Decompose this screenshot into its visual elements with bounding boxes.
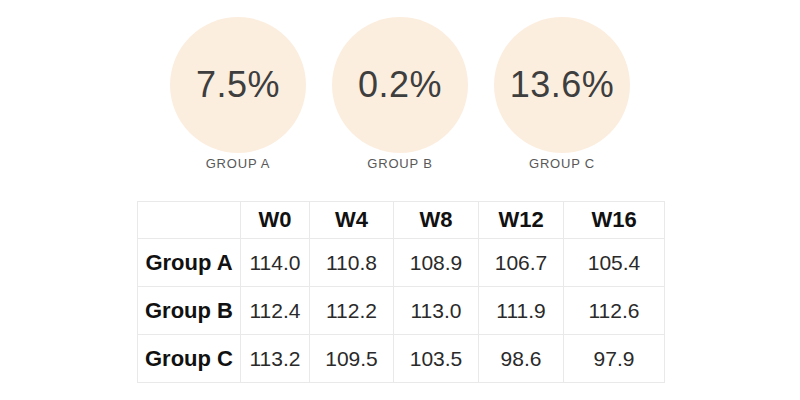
cell-group-c-w4: 109.5: [310, 335, 394, 383]
cell-group-b-w16: 112.6: [564, 287, 665, 335]
column-header-w0: W0: [241, 202, 310, 239]
cell-group-c-w12: 98.6: [479, 335, 564, 383]
stat-circle-group-b: 0.2%: [332, 17, 468, 153]
row-label-group-a: Group A: [138, 239, 241, 287]
cell-group-b-w12: 111.9: [479, 287, 564, 335]
cell-group-a-w0: 114.0: [241, 239, 310, 287]
stat-label-group-c: GROUP C: [494, 156, 630, 171]
stat-circle-group-c: 13.6%: [494, 17, 630, 153]
cell-group-a-w8: 108.9: [394, 239, 479, 287]
column-header-w8: W8: [394, 202, 479, 239]
column-header-w12: W12: [479, 202, 564, 239]
cell-group-b-w8: 113.0: [394, 287, 479, 335]
row-label-group-b: Group B: [138, 287, 241, 335]
column-header-w4: W4: [310, 202, 394, 239]
table-row-group-a: Group A 114.0 110.8 108.9 106.7 105.4: [138, 239, 665, 287]
cell-group-c-w16: 97.9: [564, 335, 665, 383]
table-header-row: W0 W4 W8 W12 W16: [138, 202, 665, 239]
column-header-blank: [138, 202, 241, 239]
table-row-group-b: Group B 112.4 112.2 113.0 111.9 112.6: [138, 287, 665, 335]
stat-value-group-c: 13.6%: [510, 64, 615, 106]
column-header-w16: W16: [564, 202, 665, 239]
stat-value-group-b: 0.2%: [358, 64, 442, 106]
stat-value-group-a: 7.5%: [196, 64, 280, 106]
table-row-group-c: Group C 113.2 109.5 103.5 98.6 97.9: [138, 335, 665, 383]
cell-group-b-w4: 112.2: [310, 287, 394, 335]
cell-group-b-w0: 112.4: [241, 287, 310, 335]
stat-label-group-b: GROUP B: [332, 156, 468, 171]
cell-group-a-w12: 106.7: [479, 239, 564, 287]
group-weekly-values-table: W0 W4 W8 W12 W16 Group A 114.0 110.8 108…: [137, 201, 665, 383]
cell-group-c-w0: 113.2: [241, 335, 310, 383]
stat-circle-group-a: 7.5%: [170, 17, 306, 153]
cell-group-a-w4: 110.8: [310, 239, 394, 287]
infographic-slide: 7.5% 0.2% 13.6% GROUP A GROUP B GROUP C …: [0, 0, 800, 400]
row-label-group-c: Group C: [138, 335, 241, 383]
cell-group-c-w8: 103.5: [394, 335, 479, 383]
stat-label-group-a: GROUP A: [170, 156, 306, 171]
cell-group-a-w16: 105.4: [564, 239, 665, 287]
